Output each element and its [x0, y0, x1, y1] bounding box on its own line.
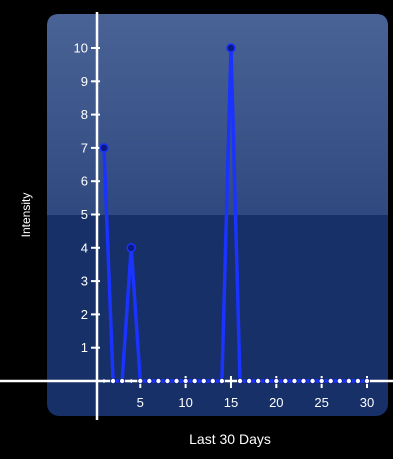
y-tick-label: 4 — [81, 240, 88, 255]
data-point — [237, 377, 244, 384]
data-point — [291, 377, 298, 384]
data-point — [309, 377, 316, 384]
x-tick-label: 5 — [137, 395, 144, 410]
data-point — [182, 377, 189, 384]
data-point — [218, 377, 225, 384]
x-tick-label: 15 — [224, 395, 238, 410]
data-point — [318, 377, 325, 384]
data-point — [246, 377, 253, 384]
data-point — [99, 143, 109, 153]
data-point — [209, 377, 216, 384]
data-point — [255, 377, 262, 384]
data-point — [282, 377, 289, 384]
data-point — [126, 243, 136, 253]
data-point — [363, 377, 370, 384]
data-point — [146, 377, 153, 384]
y-tick-label: 10 — [74, 41, 88, 56]
data-point — [354, 377, 361, 384]
plot-area-gloss — [47, 14, 388, 215]
y-tick-label: 1 — [81, 340, 88, 355]
x-tick-label: 20 — [269, 395, 283, 410]
data-point — [137, 377, 144, 384]
x-tick-label: 10 — [178, 395, 192, 410]
data-point — [119, 377, 126, 384]
y-tick-label: 7 — [81, 140, 88, 155]
data-point — [336, 377, 343, 384]
data-point — [164, 377, 171, 384]
data-point — [345, 377, 352, 384]
y-tick-label: 9 — [81, 74, 88, 89]
y-tick-label: 2 — [81, 307, 88, 322]
x-axis-label: Last 30 Days — [189, 431, 271, 447]
y-tick-label: 6 — [81, 174, 88, 189]
y-tick-label: 8 — [81, 107, 88, 122]
x-tick-label: 30 — [360, 395, 374, 410]
data-point — [327, 377, 334, 384]
data-point — [191, 377, 198, 384]
y-tick-label: 3 — [81, 274, 88, 289]
data-point — [110, 377, 117, 384]
data-point — [173, 377, 180, 384]
data-point — [226, 43, 236, 53]
data-point — [200, 377, 207, 384]
data-point — [300, 377, 307, 384]
data-point — [273, 377, 280, 384]
x-tick-label: 25 — [314, 395, 328, 410]
data-point — [264, 377, 271, 384]
y-tick-label: 5 — [81, 207, 88, 222]
y-axis-label: Intensity — [19, 193, 33, 238]
data-point — [155, 377, 162, 384]
